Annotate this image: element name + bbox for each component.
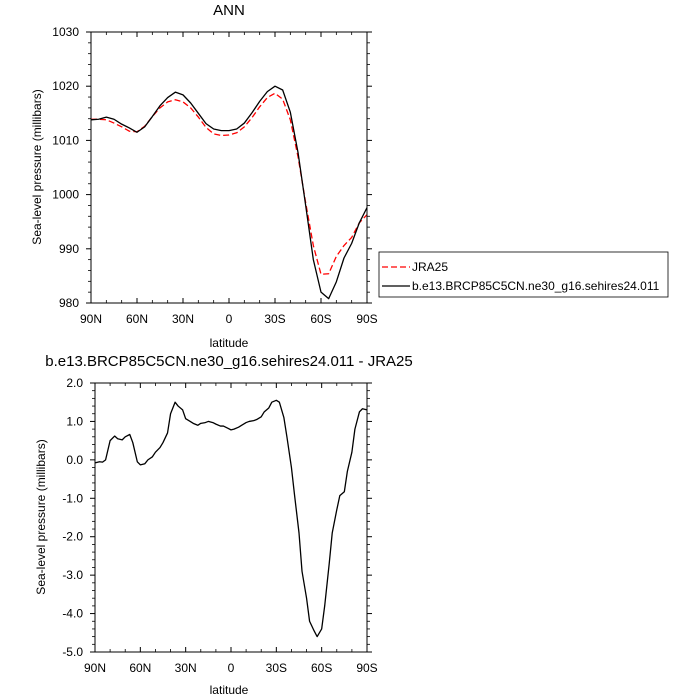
bottom-chart: b.e13.BRCP85C5CN.ne30_g16.sehires24.011 …: [34, 353, 413, 697]
x-tick-label: 0: [228, 661, 235, 675]
top-chart-x-axis-label: latitude: [210, 336, 249, 350]
top-chart-series: [90, 85, 368, 300]
y-tick-label: -2.0: [62, 530, 83, 544]
bottom-chart-title: b.e13.BRCP85C5CN.ne30_g16.sehires24.011 …: [45, 353, 412, 370]
y-tick-label: 1020: [52, 79, 79, 93]
x-tick-label: 30N: [172, 312, 194, 326]
y-tick-label: 1030: [52, 25, 79, 39]
x-tick-label: 90S: [356, 661, 377, 675]
y-tick-label: 1010: [52, 133, 79, 147]
top-chart-ticks: 90N 60N 30N 0 30S 60S 90S 980 990 1000 1010 1020 103…: [52, 25, 377, 326]
y-tick-label: 2.0: [66, 376, 83, 390]
bottom-chart-y-axis-label: Sea-level pressure (millibars): [34, 439, 48, 594]
legend-box: [378, 251, 669, 298]
top-chart: ANN Sea-level pressure (millibars) latit…: [30, 2, 669, 350]
x-tick-label: 60N: [129, 661, 151, 675]
top-series-line-1: [90, 85, 368, 300]
y-tick-label: -4.0: [62, 607, 83, 621]
y-tick-label: 980: [59, 296, 79, 310]
top-chart-title: ANN: [213, 2, 245, 19]
y-tick-label: 1.0: [66, 414, 83, 428]
x-tick-label: 30S: [266, 661, 287, 675]
x-tick-label: 90S: [356, 312, 377, 326]
x-tick-label: 60S: [310, 312, 331, 326]
x-tick-label: 30N: [175, 661, 197, 675]
bottom-series-line-0: [94, 399, 368, 638]
x-tick-label: 60S: [311, 661, 332, 675]
x-tick-label: 30S: [264, 312, 285, 326]
y-tick-label: 990: [59, 242, 79, 256]
legend-label-jra25: JRA25: [412, 260, 448, 274]
y-tick-label: -3.0: [62, 568, 83, 582]
x-tick-label: 90N: [80, 312, 102, 326]
y-tick-label: 1000: [52, 188, 79, 202]
bottom-chart-frame: [94, 382, 368, 653]
legend-label-model: b.e13.BRCP85C5CN.ne30_g16.sehires24.011: [412, 279, 660, 293]
top-series-line-0: [91, 92, 368, 275]
top-chart-y-axis-label: Sea-level pressure (millibars): [30, 89, 44, 244]
y-tick-label: 0.0: [66, 453, 83, 467]
bottom-chart-x-axis-label: latitude: [210, 683, 249, 697]
x-tick-label: 90N: [84, 661, 106, 675]
x-tick-label: 0: [226, 312, 233, 326]
legend: JRA25 b.e13.BRCP85C5CN.ne30_g16.sehires2…: [378, 251, 669, 298]
y-tick-label: -5.0: [62, 645, 83, 659]
bottom-chart-series: [94, 399, 368, 638]
bottom-chart-ticks: 90N 60N 30N 0 30S 60S 90S -5.0 -4.0 -3.0 -2.0 -1.0 0…: [62, 376, 377, 675]
top-chart-frame: [90, 31, 368, 304]
x-tick-label: 60N: [126, 312, 148, 326]
y-tick-label: -1.0: [62, 491, 83, 505]
